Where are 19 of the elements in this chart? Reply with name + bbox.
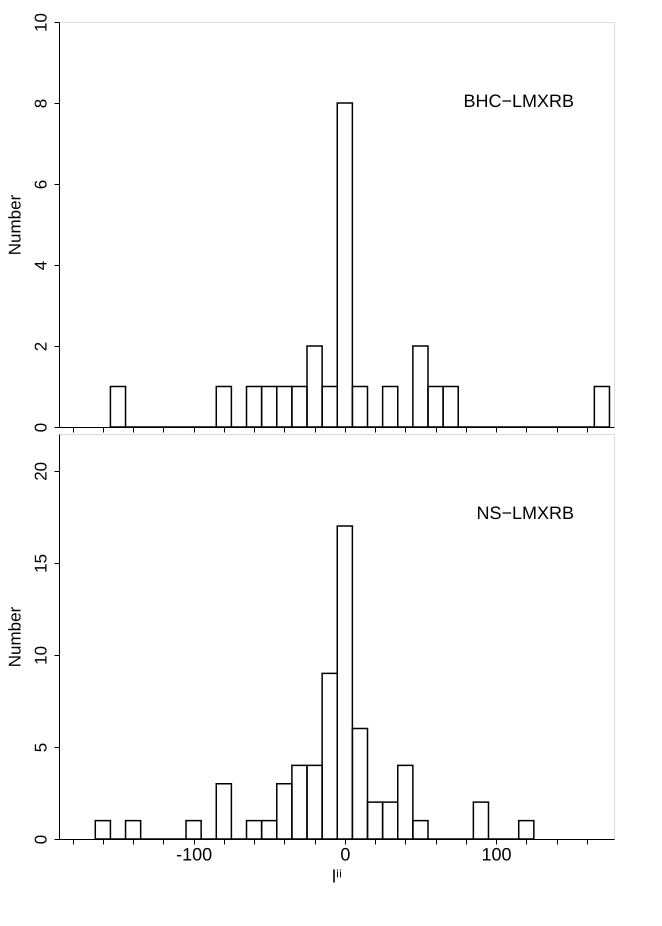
y-tick-label: 15: [32, 554, 50, 573]
annotation: NS−LMXRB: [476, 503, 574, 523]
y-tick-label: 5: [32, 742, 50, 752]
y-tick-label: 2: [32, 342, 50, 352]
annotation: BHC−LMXRB: [463, 91, 574, 111]
y-axis-title: Number: [6, 194, 24, 256]
y-tick-label: 6: [32, 180, 50, 190]
y-tick-label: 4: [32, 260, 50, 270]
x-tick-label: -100: [176, 844, 212, 864]
y-tick-label: 10: [32, 13, 50, 32]
y-axis-title: Number: [6, 606, 24, 668]
y-tick-label: 10: [32, 646, 50, 665]
x-axis-title: lⁱⁱ: [332, 866, 342, 886]
y-tick-label: 0: [32, 422, 50, 432]
y-tick-label: 20: [32, 462, 50, 481]
y-tick-label: 8: [32, 98, 50, 108]
x-tick-label: 100: [482, 844, 512, 864]
x-tick-label: 0: [340, 844, 350, 864]
y-tick-label: 0: [32, 834, 50, 844]
